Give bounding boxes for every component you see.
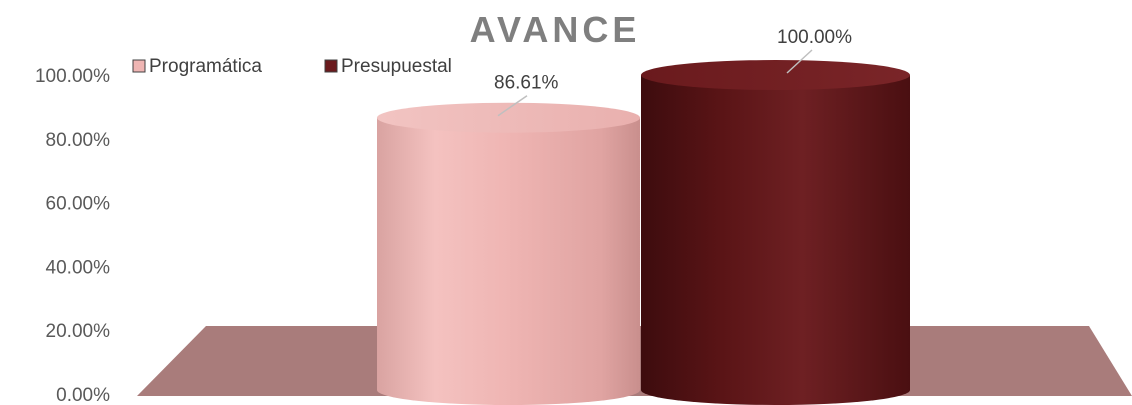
bar-body (641, 75, 910, 405)
legend-label: Programática (149, 56, 262, 77)
legend-swatch (132, 59, 146, 73)
y-axis: 0.00% 20.00% 40.00% 60.00% 80.00% 100.00% (35, 66, 110, 405)
data-label-leader (786, 49, 813, 74)
y-tick-label: 0.00% (56, 385, 110, 405)
bars-group (377, 60, 910, 405)
data-label: 100.00% (777, 27, 852, 48)
y-tick-label: 40.00% (46, 257, 111, 278)
chart-title: AVANCE (470, 9, 641, 50)
bar-top (377, 102, 640, 133)
legend-item: Presupuestal (324, 56, 452, 77)
y-tick-label: 20.00% (46, 321, 111, 342)
legend: Programática Presupuestal (132, 56, 452, 77)
bar-top (641, 60, 910, 90)
y-tick-label: 100.00% (35, 66, 110, 87)
legend-swatch (324, 59, 338, 73)
data-label-leader (497, 95, 528, 117)
legend-label: Presupuestal (341, 56, 452, 77)
data-labels-group: 86.61% 100.00% (494, 27, 852, 117)
bar-presupuestal (641, 60, 910, 405)
legend-item: Programática (132, 56, 262, 77)
bar-body (377, 117, 640, 405)
data-label: 86.61% (494, 73, 559, 94)
y-tick-label: 60.00% (46, 194, 111, 215)
bar-programatica (377, 102, 640, 405)
y-tick-label: 80.00% (46, 130, 111, 151)
